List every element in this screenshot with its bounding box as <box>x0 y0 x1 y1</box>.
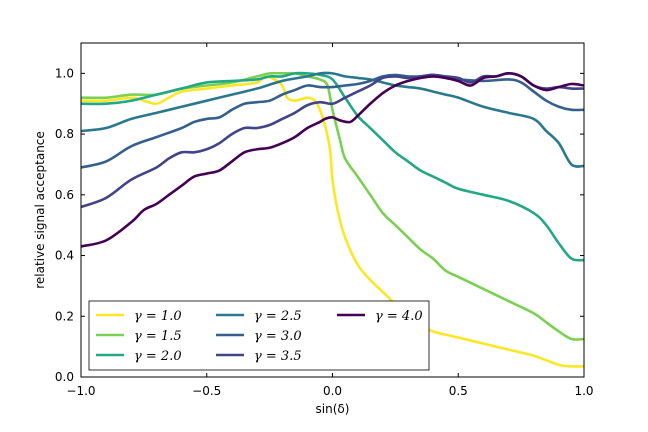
legend-label-6: γ = 3.5 <box>254 349 302 364</box>
y-tick-label: 0.4 <box>55 249 74 263</box>
y-tick-label: 0.8 <box>55 127 74 141</box>
y-tick-label: 1.0 <box>55 66 74 80</box>
series-layer <box>81 71 584 368</box>
legend-label-5: γ = 3.0 <box>254 329 302 344</box>
x-tick-label: 0.5 <box>449 384 468 398</box>
legend-label-3: γ = 2.0 <box>134 349 182 364</box>
x-tick-label: −1.0 <box>66 384 95 398</box>
legend-label-7: γ = 4.0 <box>375 309 423 324</box>
series-line-5 <box>81 73 584 169</box>
series-line-2 <box>81 71 584 341</box>
x-axis-label: sin(δ) <box>316 402 350 416</box>
ticks-layer: −1.0 −0.5 0.0 0.5 1.0 0.0 0.2 0.4 0.6 0.8 1.0 <box>55 43 594 398</box>
x-tick-label: −0.5 <box>192 384 221 398</box>
series-line-7 <box>81 72 584 248</box>
x-tick-label: 1.0 <box>574 384 593 398</box>
legend-label-4: γ = 2.5 <box>254 309 302 324</box>
y-tick-label: 0.2 <box>55 309 74 323</box>
series-line-4 <box>81 71 584 168</box>
legend: γ = 1.0 γ = 1.5 γ = 2.0 γ = 2.5 γ = 3.0 γ = 3… <box>88 300 430 371</box>
series-line-1 <box>81 75 584 368</box>
y-axis-label: relative signal acceptance <box>33 131 47 289</box>
legend-label-1: γ = 1.0 <box>134 309 182 324</box>
legend-label-2: γ = 1.5 <box>134 329 182 344</box>
x-tick-label: 0.0 <box>323 384 342 398</box>
y-tick-label: 0.6 <box>55 188 74 202</box>
legend-frame <box>88 300 430 371</box>
y-tick-label: 0.0 <box>55 370 74 384</box>
